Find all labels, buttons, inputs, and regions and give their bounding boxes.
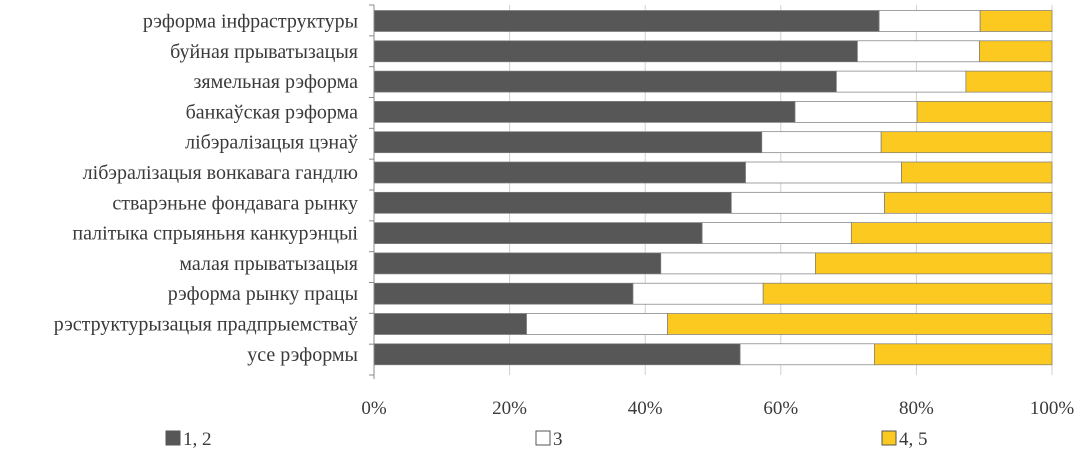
category-label: стварэньне фондавага рынку bbox=[112, 192, 358, 214]
bar-segment-series-3 bbox=[880, 131, 1053, 154]
bar-segment-series-1 bbox=[373, 40, 858, 63]
x-tick-label: 40% bbox=[628, 398, 663, 419]
bar-segment-series-1 bbox=[373, 282, 634, 305]
category-labels: рэформа інфраструктуры буйная прыватызацы… bbox=[54, 11, 359, 366]
category-label: лібэралізацыя цэнаў bbox=[185, 132, 358, 154]
x-tick-label: 0% bbox=[361, 398, 387, 419]
bar-segment-series-2 bbox=[632, 282, 764, 305]
bar-segment-series-3 bbox=[762, 282, 1053, 305]
bar-segment-series-2 bbox=[730, 191, 885, 214]
x-tick-label: 100% bbox=[1030, 398, 1075, 419]
bar-segment-series-1 bbox=[373, 313, 527, 335]
bar-segment-series-3 bbox=[979, 10, 1053, 32]
bar-segment-series-2 bbox=[878, 10, 981, 32]
bar-segment-series-3 bbox=[979, 40, 1053, 63]
category-label: рэструктурызацыя прадпрыемстваў bbox=[54, 314, 358, 336]
legend: 1, 2 3 4, 5 bbox=[165, 429, 928, 450]
bar-segment-series-3 bbox=[884, 191, 1053, 214]
bar-segment-series-1 bbox=[373, 131, 763, 154]
bar-segment-series-3 bbox=[667, 313, 1053, 335]
bar-segment-series-2 bbox=[701, 222, 852, 244]
bar-segment-series-2 bbox=[857, 40, 980, 63]
bar-segment-series-2 bbox=[761, 131, 882, 154]
category-label: рэформа інфраструктуры bbox=[143, 11, 358, 33]
bar-segment-series-2 bbox=[836, 70, 967, 93]
bar-segment-series-2 bbox=[794, 101, 918, 123]
bar-segment-series-3 bbox=[901, 161, 1053, 184]
category-label: малая прыватызацыя bbox=[179, 253, 358, 275]
bar-segment-series-2 bbox=[745, 161, 902, 184]
legend-swatch bbox=[881, 430, 897, 446]
bar-segment-series-1 bbox=[373, 252, 662, 275]
bar-segment-series-3 bbox=[965, 70, 1053, 93]
bar-segment-series-3 bbox=[815, 252, 1053, 275]
bar-segment-series-3 bbox=[874, 343, 1053, 366]
category-label: палітыка спрыяньня канкурэнцыі bbox=[72, 223, 358, 245]
x-tick-label: 20% bbox=[492, 398, 527, 419]
x-tick-labels: 0% 20% 40% 60% 80% 100% bbox=[361, 398, 1074, 419]
legend-label: 1, 2 bbox=[183, 429, 212, 450]
bar-segment-series-1 bbox=[373, 161, 746, 184]
bar-segment-series-1 bbox=[373, 222, 703, 244]
bar-segment-series-1 bbox=[373, 343, 741, 366]
bar-segment-series-1 bbox=[373, 70, 837, 93]
legend-swatch bbox=[165, 430, 181, 446]
category-label: рэформа рынку працы bbox=[168, 283, 358, 305]
bar-segment-series-1 bbox=[373, 101, 796, 123]
legend-label: 4, 5 bbox=[899, 429, 928, 450]
axis-layer bbox=[369, 4, 375, 379]
bar-segment-series-3 bbox=[850, 222, 1053, 244]
bar-segment-series-1 bbox=[373, 191, 732, 214]
category-label: буйная прыватызацыя bbox=[170, 41, 358, 63]
x-tick-label: 60% bbox=[763, 398, 798, 419]
category-label: усе рэформы bbox=[247, 344, 358, 366]
category-label: лібэралізацыя вонкавага гандлю bbox=[83, 162, 358, 184]
category-label: зямельная рэформа bbox=[193, 71, 358, 93]
category-label: банкаўская рэформа bbox=[186, 101, 359, 123]
bar-segment-series-3 bbox=[916, 101, 1053, 123]
bars-layer bbox=[373, 10, 1053, 366]
bar-segment-series-2 bbox=[660, 252, 816, 275]
legend-label: 3 bbox=[553, 429, 563, 450]
bar-segment-series-1 bbox=[373, 10, 880, 32]
x-tick-label: 80% bbox=[899, 398, 934, 419]
legend-swatch bbox=[535, 430, 551, 446]
bar-segment-series-2 bbox=[526, 313, 668, 335]
bar-segment-series-2 bbox=[739, 343, 875, 366]
